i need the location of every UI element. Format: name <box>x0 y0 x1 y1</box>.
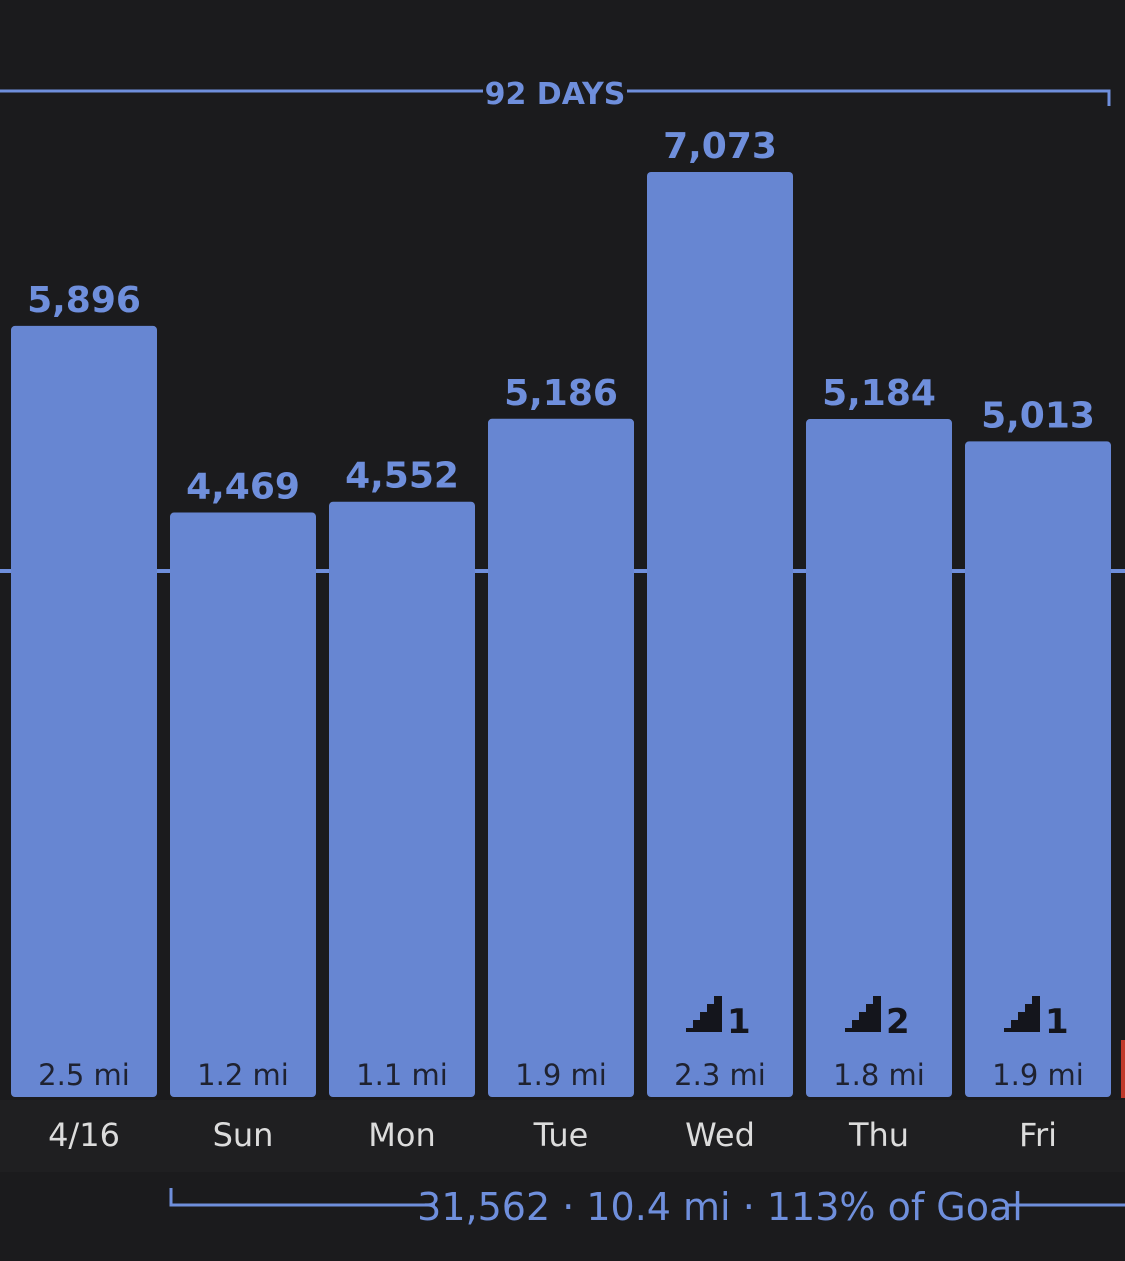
distance-label-0: 2.5 mi <box>38 1058 130 1092</box>
stairs-icon <box>686 996 722 1032</box>
distance-label-3: 1.9 mi <box>515 1058 607 1092</box>
bar-2 <box>329 501 475 1097</box>
distance-label-2: 1.1 mi <box>356 1058 448 1092</box>
bar-1 <box>170 512 316 1097</box>
distance-label-1: 1.2 mi <box>197 1058 289 1092</box>
value-label-1: 4,469 <box>186 467 300 508</box>
bars-group: 5,896 2.5 mi 4/16 4,469 1.2 mi Sun 4,552 1.1 mi… <box>11 126 1111 1154</box>
value-label-5: 5,184 <box>822 373 936 414</box>
summary-bracket: 31,562 · 10.4 mi · 113% of Goal <box>169 1185 1125 1229</box>
value-label-0: 5,896 <box>27 280 141 321</box>
stairs-count-5: 2 <box>886 1002 910 1042</box>
bar-0 <box>11 325 157 1098</box>
bar-6 <box>965 441 1111 1097</box>
day-label-3: Tue <box>533 1116 589 1154</box>
distance-label-4: 2.3 mi <box>674 1058 766 1092</box>
value-label-4: 7,073 <box>663 126 777 167</box>
day-label-6: Fri <box>1019 1116 1057 1154</box>
value-label-6: 5,013 <box>981 395 1095 436</box>
day-label-2: Mon <box>368 1116 435 1154</box>
bar-3 <box>488 418 634 1097</box>
goal-marker <box>1121 1040 1125 1098</box>
value-label-3: 5,186 <box>504 373 618 414</box>
day-label-1: Sun <box>213 1116 274 1154</box>
distance-label-5: 1.8 mi <box>833 1058 925 1092</box>
day-label-5: Thu <box>848 1116 909 1154</box>
stairs-count-4: 1 <box>727 1002 751 1042</box>
distance-label-6: 1.9 mi <box>992 1058 1084 1092</box>
day-label-4: Wed <box>685 1116 755 1154</box>
stairs-count-6: 1 <box>1045 1002 1069 1042</box>
summary-bracket-line-left <box>169 1188 435 1207</box>
stairs-icon <box>1004 996 1040 1032</box>
bar-5 <box>806 419 952 1097</box>
summary-label: 31,562 · 10.4 mi · 113% of Goal <box>417 1185 1023 1229</box>
bar-4 <box>647 172 793 1097</box>
day-label-0: 4/16 <box>48 1116 120 1154</box>
value-label-2: 4,552 <box>345 456 459 497</box>
range-bracket-line-right <box>627 89 1111 106</box>
day-label-band <box>0 1100 1125 1172</box>
stairs-icon <box>845 996 881 1032</box>
range-label: 92 DAYS <box>485 77 626 112</box>
range-bracket: 92 DAYS <box>0 77 1111 112</box>
